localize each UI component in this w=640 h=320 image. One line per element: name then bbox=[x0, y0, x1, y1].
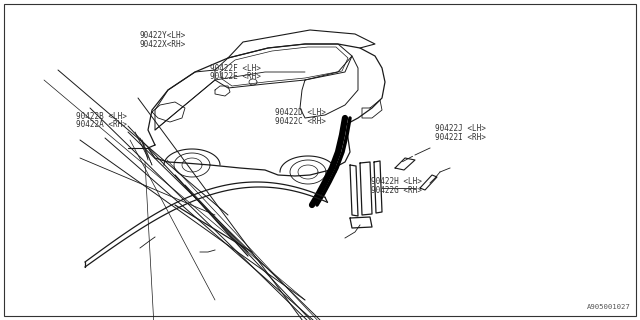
Text: 90422F <LH>: 90422F <LH> bbox=[210, 64, 260, 73]
Text: 90422C <RH>: 90422C <RH> bbox=[275, 117, 326, 126]
Text: 90422I <RH>: 90422I <RH> bbox=[435, 133, 486, 142]
Text: 90422H <LH>: 90422H <LH> bbox=[371, 177, 422, 186]
Text: 90422J <LH>: 90422J <LH> bbox=[435, 124, 486, 133]
Text: 90422Y<LH>: 90422Y<LH> bbox=[140, 31, 186, 40]
Text: 90422D <LH>: 90422D <LH> bbox=[275, 108, 326, 117]
Text: 90422A <RH>: 90422A <RH> bbox=[76, 120, 126, 129]
Text: 90422X<RH>: 90422X<RH> bbox=[140, 40, 186, 49]
Text: 90422E <RH>: 90422E <RH> bbox=[210, 72, 260, 81]
Text: A905001027: A905001027 bbox=[587, 304, 630, 310]
Text: 90422B <LH>: 90422B <LH> bbox=[76, 112, 126, 121]
Text: 90422G <RH>: 90422G <RH> bbox=[371, 186, 422, 195]
